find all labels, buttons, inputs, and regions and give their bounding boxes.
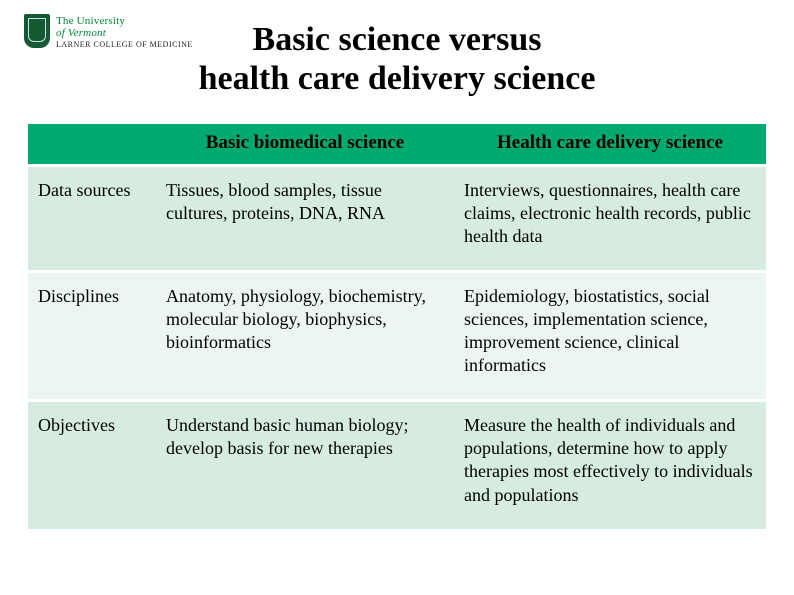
row-label: Objectives [28, 401, 156, 529]
cell-delivery: Interviews, questionnaires, health care … [454, 166, 766, 272]
logo: The University of Vermont LARNER COLLEGE… [24, 14, 193, 49]
logo-shield-icon [24, 14, 50, 48]
logo-line2-text: of Vermont [56, 27, 106, 39]
logo-text: The University of Vermont LARNER COLLEGE… [56, 14, 193, 49]
table-row: Data sources Tissues, blood samples, tis… [28, 166, 766, 272]
comparison-table-wrap: Basic biomedical science Health care del… [28, 124, 766, 528]
col-header-biomedical: Basic biomedical science [156, 124, 454, 166]
col-header-delivery: Health care delivery science [454, 124, 766, 166]
comparison-table: Basic biomedical science Health care del… [28, 124, 766, 528]
cell-biomedical: Understand basic human biology; develop … [156, 401, 454, 529]
table-header: Basic biomedical science Health care del… [28, 124, 766, 166]
cell-delivery: Epidemiology, biostatistics, social scie… [454, 272, 766, 401]
cell-biomedical: Anatomy, physiology, biochemistry, molec… [156, 272, 454, 401]
cell-delivery: Measure the health of individuals and po… [454, 401, 766, 529]
row-label: Disciplines [28, 272, 156, 401]
logo-subline: LARNER COLLEGE OF MEDICINE [56, 41, 193, 49]
table-row: Disciplines Anatomy, physiology, biochem… [28, 272, 766, 401]
title-line1: Basic science versus [253, 21, 542, 58]
row-label: Data sources [28, 166, 156, 272]
col-header-blank [28, 124, 156, 166]
title-line2: health care delivery science [199, 60, 596, 97]
table-body: Data sources Tissues, blood samples, tis… [28, 166, 766, 529]
cell-biomedical: Tissues, blood samples, tissue cultures,… [156, 166, 454, 272]
table-row: Objectives Understand basic human biolog… [28, 401, 766, 529]
slide: The University of Vermont LARNER COLLEGE… [0, 0, 794, 595]
logo-line2: of Vermont [56, 28, 193, 40]
